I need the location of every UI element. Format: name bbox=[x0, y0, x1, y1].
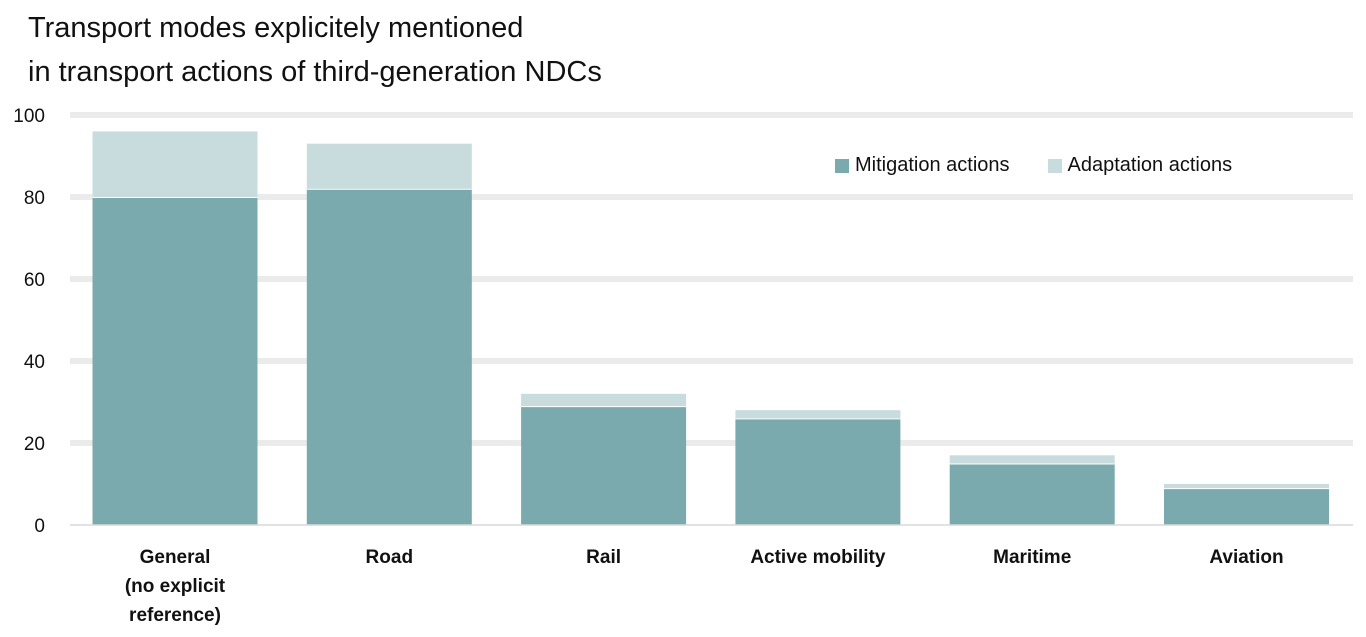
x-category-label: Aviation bbox=[1209, 547, 1283, 568]
chart-title: Transport modes explicitely mentioned in… bbox=[28, 6, 602, 94]
gridlines bbox=[70, 112, 1353, 446]
legend-swatch-mitigation bbox=[835, 158, 849, 173]
bar-mitigation bbox=[735, 418, 901, 525]
x-category-label: (no explicit bbox=[125, 576, 226, 597]
legend-label-mitigation: Mitigation actions bbox=[855, 154, 1010, 176]
bar-mitigation bbox=[949, 463, 1115, 525]
y-tick-label: 80 bbox=[24, 188, 45, 209]
y-tick-label: 20 bbox=[24, 434, 45, 455]
legend-swatch-adaptation bbox=[1047, 158, 1062, 173]
legend-label-adaptation: Adaptation actions bbox=[1067, 154, 1233, 176]
legend: Mitigation actions Adaptation actions bbox=[835, 154, 1270, 177]
bar-mitigation bbox=[92, 197, 258, 525]
x-category-label: reference) bbox=[129, 605, 221, 626]
chart-title-line-2: in transport actions of third-generation… bbox=[28, 56, 602, 88]
x-category-label: Maritime bbox=[993, 547, 1071, 568]
legend-item-mitigation: Mitigation actions bbox=[835, 154, 1010, 177]
x-category-label: Active mobility bbox=[750, 547, 886, 568]
bar-mitigation bbox=[521, 406, 687, 525]
y-axis-tick-labels: 0 20 40 60 80 100 bbox=[13, 106, 45, 537]
bar-mitigation bbox=[1164, 488, 1329, 525]
bar-adaptation bbox=[92, 131, 258, 197]
bar-adaptation bbox=[521, 393, 687, 407]
x-category-label: General bbox=[140, 547, 211, 568]
bars bbox=[92, 131, 1329, 526]
chart-title-line-1: Transport modes explicitely mentioned bbox=[28, 12, 524, 44]
x-axis-category-labels: General (no explicit reference) Road Rail Act… bbox=[125, 547, 1284, 626]
y-tick-label: 40 bbox=[24, 352, 45, 373]
x-category-label: Road bbox=[366, 547, 414, 568]
y-tick-label: 0 bbox=[34, 516, 45, 537]
bar-adaptation bbox=[306, 143, 472, 189]
bar-adaptation bbox=[1164, 484, 1329, 489]
x-category-label: Rail bbox=[586, 547, 621, 568]
bar-adaptation bbox=[735, 410, 901, 419]
y-tick-label: 60 bbox=[24, 270, 45, 291]
y-tick-label: 100 bbox=[13, 106, 45, 127]
bar-adaptation bbox=[949, 455, 1115, 464]
bar-mitigation bbox=[306, 188, 472, 526]
legend-item-adaptation: Adaptation actions bbox=[1047, 154, 1233, 177]
